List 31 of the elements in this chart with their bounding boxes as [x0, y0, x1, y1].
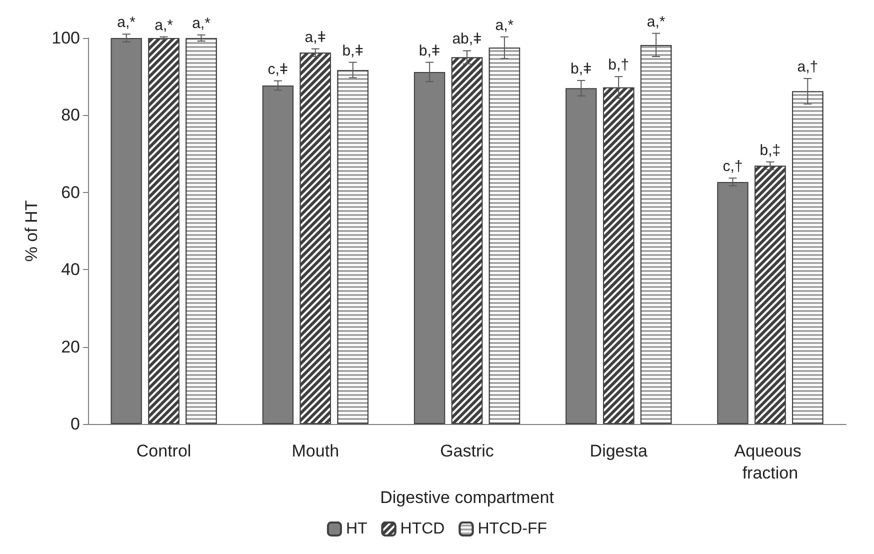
- x-tick-label: Gastric: [440, 442, 494, 460]
- data-label: c,ǂ: [268, 60, 288, 78]
- data-label: c,†: [722, 158, 743, 176]
- y-tick-label: 40: [61, 260, 80, 280]
- y-tick-label: 60: [61, 182, 80, 202]
- x-tick-label: Control: [136, 442, 192, 460]
- data-label: b,ǂ: [570, 60, 592, 78]
- x-tick-label: Aqueous fraction: [734, 442, 806, 482]
- data-label: b,‡: [760, 142, 781, 159]
- data-label: a,ǂ: [304, 28, 326, 46]
- data-label: ab,ǂ: [452, 30, 482, 48]
- data-label: b,ǂ: [418, 42, 440, 60]
- data-label: a,†: [797, 58, 818, 76]
- data-label: a,*: [117, 14, 136, 32]
- y-tick-label: 100: [52, 28, 80, 48]
- legend-label: HTCD: [400, 520, 445, 538]
- y-tick-label: 20: [61, 337, 80, 356]
- y-tick-label: 0: [70, 414, 80, 434]
- data-label: a,*: [192, 14, 211, 32]
- legend-label: HT: [346, 520, 368, 538]
- y-tick-label: 80: [61, 106, 80, 125]
- data-label: a,*: [154, 16, 174, 34]
- x-tick-label: Digesta: [590, 442, 648, 460]
- y-axis-title: % of HT: [22, 200, 41, 262]
- data-label: a,*: [495, 16, 514, 34]
- data-label: a,*: [646, 13, 666, 30]
- data-label: b,†: [608, 56, 630, 74]
- x-tick-label: Mouth: [292, 442, 340, 460]
- data-label: b,ǂ: [342, 42, 364, 60]
- x-axis-title: Digestive compartment: [380, 488, 554, 507]
- legend-label: HTCD-FF: [478, 520, 548, 538]
